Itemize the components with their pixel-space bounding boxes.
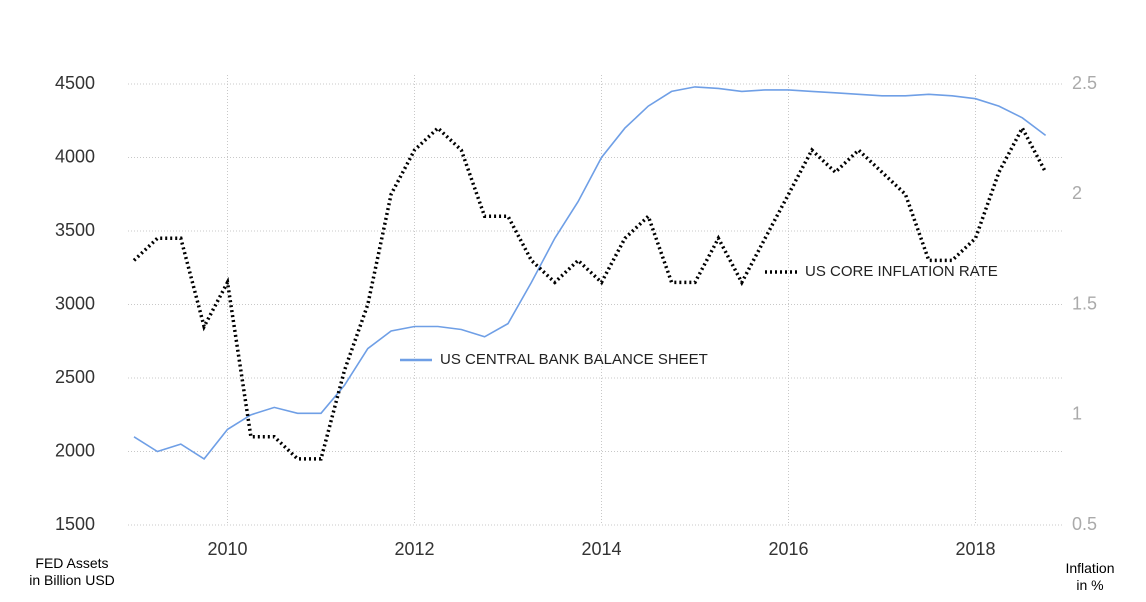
y-tick-label: 3000 — [55, 293, 95, 313]
y2-tick-label: 2 — [1072, 183, 1082, 203]
y-tick-label: 2500 — [55, 367, 95, 387]
x-tick-label: 2012 — [394, 539, 434, 559]
y-tick-label: 3500 — [55, 220, 95, 240]
y-tick-label: 4500 — [55, 73, 95, 93]
y-axis-title: FED Assets in Billion USD — [29, 555, 115, 588]
y2-tick-label: 1 — [1072, 404, 1082, 424]
x-tick-label: 2016 — [768, 539, 808, 559]
y2-tick-label: 0.5 — [1072, 514, 1097, 534]
x-tick-label: 2018 — [955, 539, 995, 559]
series-line — [133, 86, 1047, 460]
y2-axis-title: Inflation in % — [1065, 560, 1115, 593]
y-tick-label: 2000 — [55, 440, 95, 460]
y2-tick-label: 2.5 — [1072, 73, 1097, 93]
y-tick-label: 1500 — [55, 514, 95, 534]
y2-tick-label: 1.5 — [1072, 293, 1097, 313]
legend-label: US CORE INFLATION RATE — [805, 263, 998, 280]
y-tick-label: 4000 — [55, 146, 95, 166]
x-tick-label: 2010 — [207, 539, 247, 559]
legend-label: US CENTRAL BANK BALANCE SHEET — [440, 351, 708, 368]
x-tick-label: 2014 — [581, 539, 621, 559]
